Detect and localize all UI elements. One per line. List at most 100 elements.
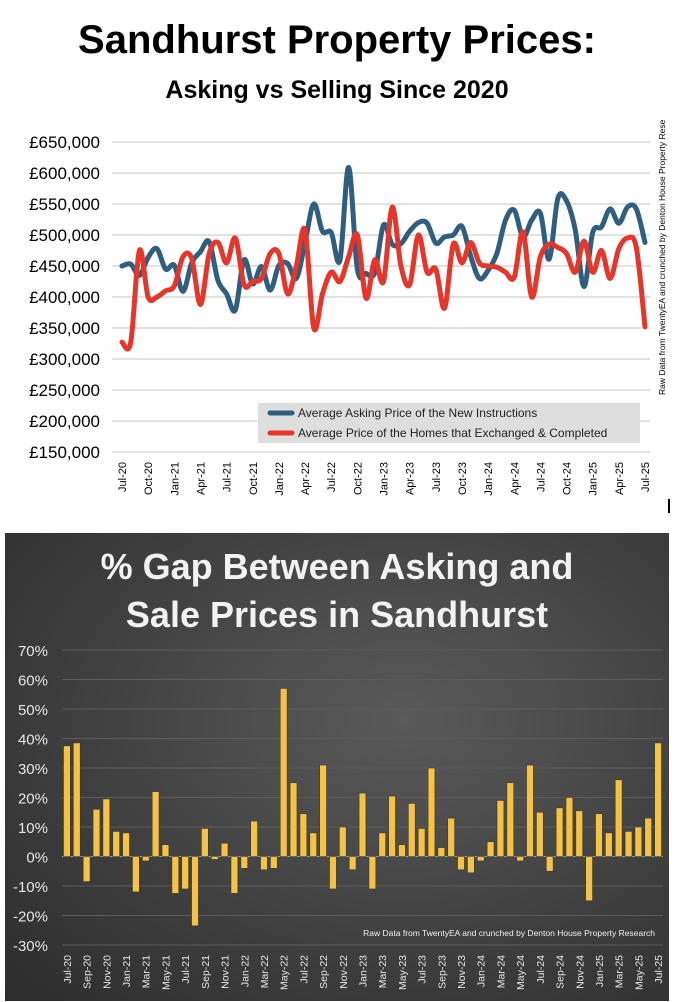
bar-Aug-24 — [545, 856, 554, 872]
bar-Apr-21 — [151, 791, 160, 857]
x-tick-label: Jan-22 — [239, 955, 251, 987]
x-tick-label: Jul-22 — [298, 955, 310, 984]
bar-Jun-22 — [289, 782, 298, 857]
bar-Dec-21 — [230, 856, 239, 894]
x-tick-label: Nov-24 — [574, 955, 586, 989]
bar-Nov-24 — [575, 810, 583, 857]
y-tick-label: £400,000 — [29, 288, 100, 307]
x-tick-label: May-24 — [515, 955, 527, 990]
x-tick-label: Jan-23 — [379, 462, 391, 496]
bar-Jul-24 — [536, 811, 544, 857]
x-tick-label: Jan-25 — [594, 955, 606, 987]
gap-chart-title-line1: % Gap Between Asking and — [100, 546, 574, 587]
x-tick-label: Jul-20 — [117, 462, 129, 492]
x-tick-label: Mar-22 — [259, 955, 271, 988]
x-tick-label: Mar-21 — [141, 955, 153, 988]
bar-Jun-25 — [644, 817, 652, 857]
x-tick-label: Jan-21 — [169, 462, 181, 496]
y-tick-label: £650,000 — [29, 133, 100, 152]
x-tick-label: Jan-24 — [483, 462, 495, 496]
bar-Sep-23 — [437, 847, 446, 857]
x-tick-label: Sep-21 — [200, 955, 212, 989]
bar-Oct-24 — [565, 797, 574, 857]
y-tick-label: -20% — [13, 909, 48, 926]
bar-Feb-22 — [250, 820, 258, 857]
y-tick-label: £450,000 — [29, 257, 100, 276]
x-tick-label: Jan-24 — [476, 955, 488, 987]
bar-Sep-20 — [82, 856, 91, 882]
x-tick-label: Jan-23 — [358, 955, 370, 987]
bar-May-25 — [634, 826, 643, 857]
asking-price-line — [119, 164, 648, 314]
x-tick-label: Jul-23 — [431, 462, 443, 492]
x-tick-label: May-21 — [160, 955, 172, 990]
gap-bar-chart-panel: % Gap Between Asking and Sale Prices in … — [5, 533, 669, 1001]
x-tick-label: May-22 — [279, 955, 291, 990]
bar-Nov-20 — [102, 798, 111, 857]
y-tick-label: 60% — [18, 673, 48, 690]
bar-Oct-20 — [92, 808, 101, 857]
bar-Apr-22 — [270, 856, 278, 869]
x-tick-label: Sep-24 — [555, 955, 567, 989]
bar-Jun-23 — [408, 803, 416, 857]
selling-price-line — [119, 204, 648, 352]
bar-Jan-24 — [477, 856, 485, 862]
legend-label: Average Asking Price of the New Instruct… — [298, 406, 537, 420]
x-tick-label: Jul-25 — [653, 955, 665, 984]
x-tick-label: Apr-25 — [614, 462, 626, 495]
bar-May-22 — [279, 688, 288, 857]
bar-Jan-22 — [240, 856, 248, 869]
bar-Nov-22 — [339, 826, 347, 857]
x-tick-label: Oct-22 — [352, 462, 364, 495]
x-tick-label: Jul-21 — [222, 462, 234, 492]
bar-Oct-21 — [210, 856, 219, 860]
y-tick-label: -30% — [13, 938, 48, 955]
x-tick-label: May-25 — [633, 955, 645, 990]
x-tick-label: Jul-22 — [326, 462, 338, 492]
y-tick-label: £150,000 — [29, 443, 100, 462]
bar-Jun-21 — [171, 856, 180, 894]
x-tick-label: Jul-20 — [62, 955, 74, 984]
bar-Jan-25 — [595, 813, 603, 857]
bar-May-23 — [398, 844, 406, 857]
bar-Nov-23 — [457, 856, 465, 871]
bar-Dec-24 — [585, 856, 593, 902]
y-tick-label: 10% — [18, 820, 48, 837]
bar-Apr-24 — [506, 782, 515, 857]
x-tick-label: Nov-21 — [220, 955, 232, 989]
x-tick-label: Sep-23 — [436, 955, 448, 989]
bar-Feb-21 — [132, 856, 140, 893]
bar-Feb-23 — [368, 856, 377, 890]
legend — [258, 403, 640, 443]
bar-Mar-24 — [496, 800, 505, 857]
bar-Aug-21 — [191, 856, 199, 927]
bar-Feb-24 — [486, 841, 495, 857]
bar-Apr-23 — [388, 795, 396, 857]
y-tick-label: £250,000 — [29, 381, 100, 400]
y-tick-label: 50% — [18, 702, 48, 719]
bar-Apr-25 — [624, 831, 633, 857]
y-tick-label: £600,000 — [29, 164, 100, 183]
divider-mark — [668, 499, 670, 513]
bar-Feb-25 — [605, 832, 613, 857]
x-tick-label: Mar-23 — [377, 955, 389, 988]
bar-Aug-20 — [73, 742, 81, 857]
bar-May-24 — [516, 856, 524, 862]
y-tick-label: -10% — [13, 879, 48, 896]
x-tick-label: Mar-24 — [495, 955, 507, 988]
bar-Mar-22 — [260, 856, 268, 871]
x-tick-label: Apr-22 — [300, 462, 312, 495]
y-tick-label: 30% — [18, 761, 48, 778]
x-tick-label: Jan-21 — [121, 955, 133, 987]
x-tick-label: Jul-21 — [180, 955, 192, 984]
bar-Jul-20 — [63, 745, 71, 857]
credit-text: Raw Data from TwentyEA and crunched by D… — [363, 928, 655, 938]
bar-Mar-23 — [378, 832, 386, 857]
bar-Mar-25 — [614, 779, 623, 857]
x-tick-label: Jul-24 — [535, 462, 547, 492]
bar-Jan-23 — [358, 792, 367, 857]
x-tick-label: Sep-20 — [82, 955, 94, 989]
y-tick-label: £300,000 — [29, 350, 100, 369]
page-subtitle: Asking vs Selling Since 2020 — [165, 76, 509, 104]
y-tick-label: £200,000 — [29, 412, 100, 431]
